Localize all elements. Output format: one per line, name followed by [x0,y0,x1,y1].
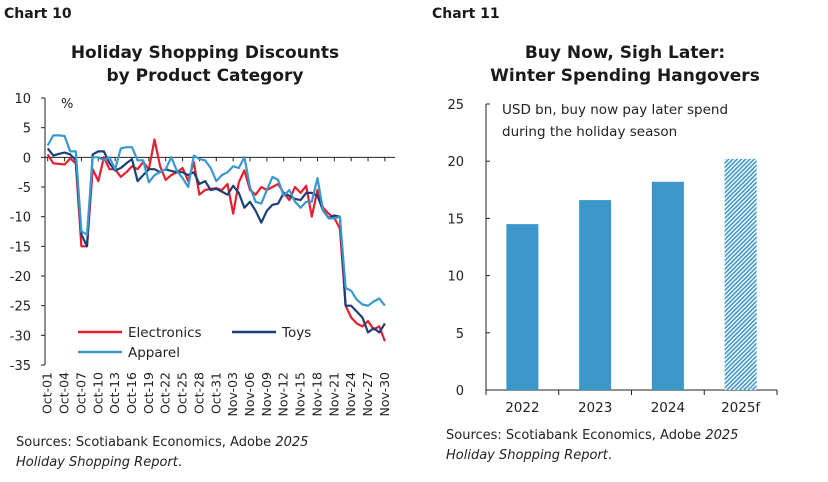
bar-2022 [506,224,539,390]
chart-11-title-line-2: Winter Spending Hangovers [490,66,760,86]
x-tick-label: Oct-16 [124,372,139,414]
y-tick-label: 25 [447,98,464,113]
x-tick-label: Oct-13 [107,372,122,414]
source-text: Sources: Scotiabank Economics, Adobe [446,428,706,443]
x-tick-label: Oct-28 [191,372,206,414]
x-tick-label: 2025f [721,400,761,416]
chart-10-title: Holiday Shopping Discounts by Product Ca… [10,42,400,88]
y-tick-label: -15 [10,240,31,255]
y-tick-label: 10 [14,92,31,107]
series-line-toys [46,147,386,334]
x-tick-label: Oct-31 [208,372,223,414]
series-line-electronics [46,138,386,342]
x-tick-label: Oct-01 [40,372,55,414]
y-tick-label: -10 [10,211,31,226]
chart-10-source: Sources: Scotiabank Economics, Adobe 202… [16,433,361,473]
x-tick-label: Oct-07 [73,372,88,414]
x-tick-label: Nov-24 [343,372,358,417]
chart-11-title: Buy Now, Sigh Later: Winter Spending Han… [430,42,820,88]
x-tick-label: Oct-22 [158,372,173,414]
y-tick-label: -5 [18,181,31,196]
legend-label-electronics: Electronics [128,325,202,341]
y-tick-label: -25 [10,300,31,315]
x-tick-label: 2023 [578,400,612,416]
x-tick-label: Oct-25 [175,372,190,414]
y-tick-label: 10 [447,270,464,285]
y-tick-label: 20 [447,155,464,170]
y-tick-label: 0 [456,384,464,399]
y-tick-label: 5 [456,327,464,342]
legend-label-apparel: Apparel [128,345,180,361]
chart-10-label: Chart 10 [4,6,72,22]
y-tick-label: -20 [10,270,31,285]
bar-2024 [651,181,684,390]
x-tick-label: Nov-09 [259,372,274,417]
chart-10-title-line-2: by Product Category [106,66,304,86]
y-tick-label: 5 [23,122,31,137]
unit-label: % [61,97,73,112]
series-line-apparel [46,134,386,307]
x-tick-label: 2022 [505,400,539,416]
legend-label-toys: Toys [281,325,311,341]
x-tick-label: Oct-19 [141,372,156,414]
x-tick-label: Nov-21 [326,372,341,416]
x-tick-label: Oct-04 [57,372,72,414]
source-text: Sources: Scotiabank Economics, Adobe [16,435,276,450]
y-tick-label: 15 [447,212,464,227]
y-tick-label: -30 [10,329,31,344]
source-end: . [177,455,182,470]
chart-11-source: Sources: Scotiabank Economics, Adobe 202… [446,426,791,466]
x-tick-label: Nov-18 [309,372,324,417]
x-tick-label: 2024 [651,400,685,416]
x-tick-label: Nov-06 [242,372,257,417]
x-tick-label: Nov-15 [293,372,308,416]
x-tick-label: Nov-30 [377,372,392,417]
chart-11-title-line-1: Buy Now, Sigh Later: [524,43,726,63]
annotation-line: during the holiday season [502,124,677,140]
bar-2023 [579,200,612,390]
source-report: 2025 Holiday Shopping Report [16,435,309,470]
chart-10-title-line-1: Holiday Shopping Discounts [70,43,340,63]
source-end: . [607,448,612,463]
x-tick-label: Nov-27 [360,372,375,416]
y-tick-label: 0 [23,151,31,166]
x-tick-label: Nov-03 [225,372,240,416]
y-tick-label: -35 [10,359,31,374]
x-tick-label: Nov-12 [276,372,291,416]
annotation-line: USD bn, buy now pay later spend [502,102,728,118]
chart-11-label: Chart 11 [432,6,500,22]
bar-2025f [724,158,757,390]
source-report: 2025 Holiday Shopping Report [446,428,739,463]
x-tick-label: Oct-10 [90,372,105,414]
